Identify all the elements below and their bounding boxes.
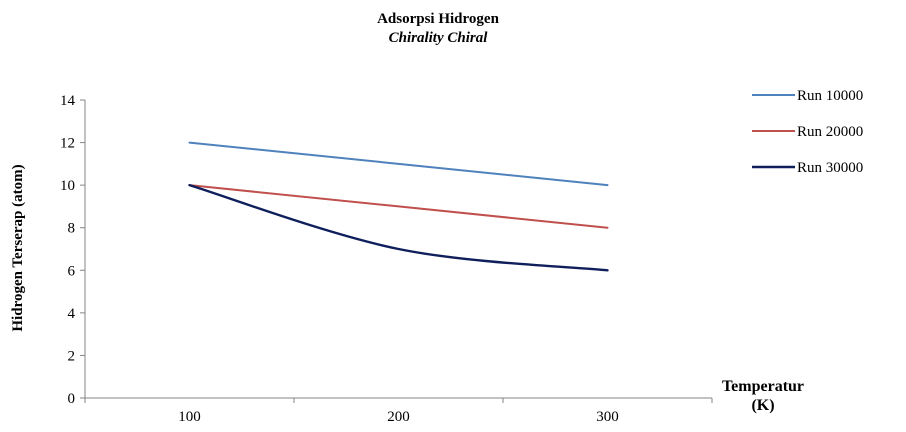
x-tick-label: 200 bbox=[387, 409, 410, 425]
y-tick-label: 0 bbox=[68, 391, 76, 407]
series-line-run-10000 bbox=[188, 141, 609, 187]
series-line-run-20000 bbox=[188, 184, 609, 229]
series-layer bbox=[188, 141, 609, 272]
legend-label-run-20000: Run 20000 bbox=[797, 124, 863, 140]
chart-subtitle: Chirality Chiral bbox=[389, 30, 489, 46]
y-tick-label: 8 bbox=[68, 221, 76, 237]
x-tick-label: 100 bbox=[178, 409, 201, 425]
y-tick-label: 2 bbox=[68, 348, 76, 364]
y-axis-label: Hidrogen Terserap (atom) bbox=[10, 164, 26, 331]
y-tick-label: 6 bbox=[68, 263, 76, 279]
axes: 0 2 4 6 8 10 12 14 100 200 300 bbox=[60, 93, 713, 425]
x-axis-label-line2: (K) bbox=[751, 397, 774, 414]
series-line-run-30000 bbox=[188, 183, 609, 272]
y-tick-label: 14 bbox=[60, 93, 76, 109]
legend: Run 10000 Run 20000 Run 30000 bbox=[752, 88, 863, 176]
x-tick-label: 300 bbox=[596, 409, 619, 425]
chart-title: Adsorpsi Hidrogen bbox=[377, 11, 499, 27]
y-tick-label: 4 bbox=[68, 306, 76, 322]
y-tick-label: 12 bbox=[60, 136, 75, 152]
legend-label-run-30000: Run 30000 bbox=[797, 160, 863, 176]
x-axis-label-line1: Temperatur bbox=[722, 378, 804, 395]
legend-label-run-10000: Run 10000 bbox=[797, 88, 863, 104]
y-tick-label: 10 bbox=[60, 178, 75, 194]
